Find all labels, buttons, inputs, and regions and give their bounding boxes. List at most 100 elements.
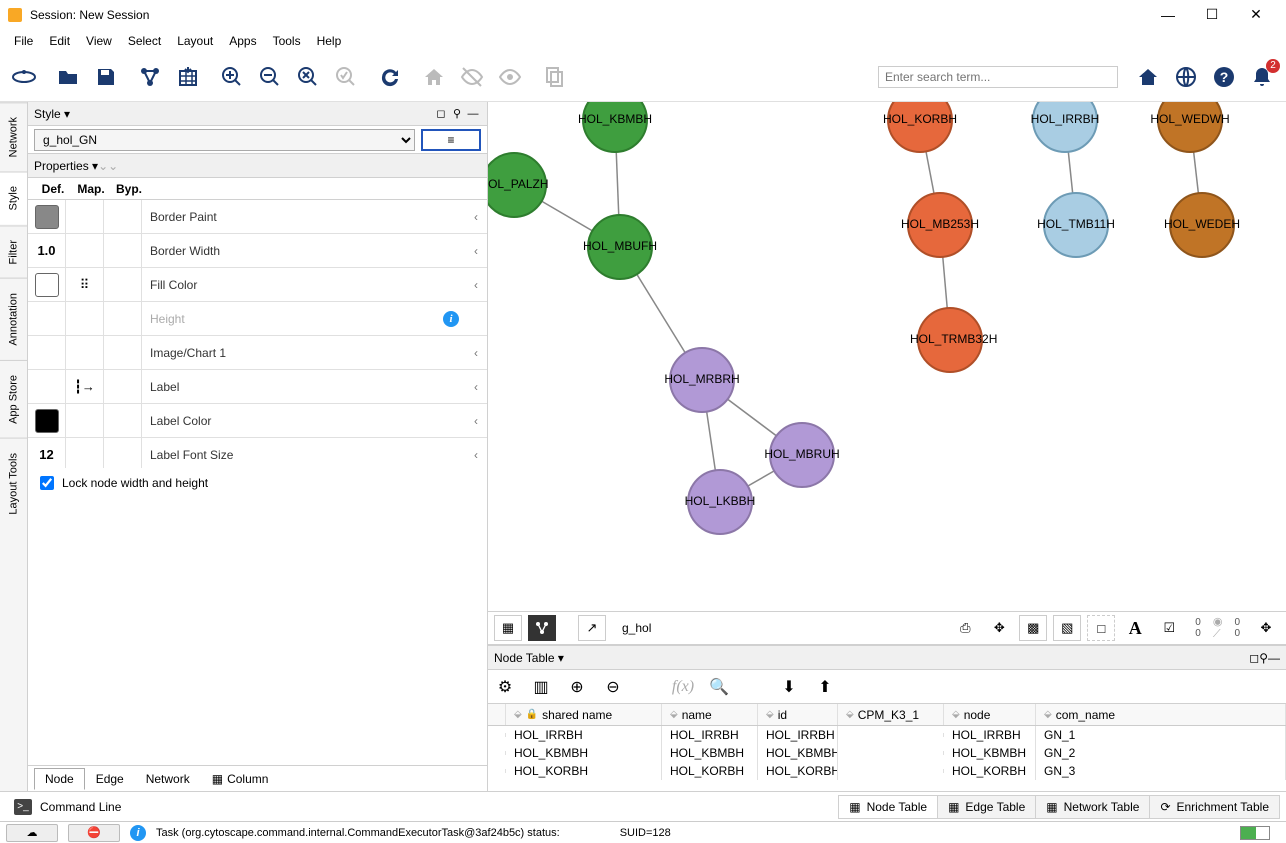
style-tab-network[interactable]: Network: [135, 768, 201, 790]
prop-row-label[interactable]: ┇→Label‹: [28, 370, 487, 404]
maximize-button[interactable]: ☐: [1190, 0, 1234, 30]
prop-row-label-color[interactable]: Label Color‹: [28, 404, 487, 438]
panel-minimize-icon[interactable]: —: [465, 108, 481, 120]
minimize-button[interactable]: —: [1146, 0, 1190, 30]
memory-indicator[interactable]: [1240, 826, 1270, 840]
save-icon[interactable]: [92, 63, 120, 91]
table-panel-header[interactable]: Node Table ▾: [494, 651, 564, 665]
zoom-in-icon[interactable]: [218, 63, 246, 91]
menu-file[interactable]: File: [6, 32, 41, 50]
left-tab-layout-tools[interactable]: Layout Tools: [0, 438, 27, 529]
prop-row-fill-color[interactable]: ⠿Fill Color‹: [28, 268, 487, 302]
network-node[interactable]: [907, 192, 973, 258]
stop-button[interactable]: ⛔: [68, 824, 120, 842]
properties-header[interactable]: Properties ▾: [34, 159, 98, 173]
table-del-col-icon[interactable]: ⊖: [602, 676, 624, 698]
table-columns-icon[interactable]: ▥: [530, 676, 552, 698]
props-expand-icon[interactable]: ⌄⌄: [98, 159, 118, 173]
panel-detach-icon[interactable]: ◻: [433, 107, 449, 120]
open-icon[interactable]: [54, 63, 82, 91]
left-tab-annotation[interactable]: Annotation: [0, 278, 27, 360]
network-node[interactable]: [587, 214, 653, 280]
style-header-label[interactable]: Style ▾: [34, 107, 70, 121]
table-row[interactable]: HOL_KORBHHOL_KORBHHOL_KORBHHOL_KORBHGN_3: [488, 762, 1286, 780]
detach-view-icon[interactable]: ↗: [578, 615, 606, 641]
left-tab-app-store[interactable]: App Store: [0, 360, 27, 438]
refresh-icon[interactable]: [376, 63, 404, 91]
select-none-icon[interactable]: ▧: [1053, 615, 1081, 641]
network-view-icon[interactable]: [528, 615, 556, 641]
left-tab-style[interactable]: Style: [0, 171, 27, 224]
home-icon[interactable]: [420, 63, 448, 91]
table-add-col-icon[interactable]: ⊕: [566, 676, 588, 698]
prop-row-label-font-size[interactable]: 12Label Font Size‹: [28, 438, 487, 468]
new-network-icon[interactable]: [10, 63, 38, 91]
close-button[interactable]: ✕: [1234, 0, 1278, 30]
menu-help[interactable]: Help: [309, 32, 350, 50]
annotation-icon[interactable]: □: [1087, 615, 1115, 641]
menu-layout[interactable]: Layout: [169, 32, 221, 50]
text-icon[interactable]: A: [1121, 615, 1149, 641]
info-icon[interactable]: i: [443, 311, 459, 327]
prop-row-border-width[interactable]: 1.0Border Width‹: [28, 234, 487, 268]
table-function-icon[interactable]: f(x): [672, 676, 694, 698]
col-header[interactable]: ⬙ node: [944, 704, 1036, 725]
table-import-icon[interactable]: ⬇: [778, 676, 800, 698]
tables-tab-enrichment-table[interactable]: ⟳Enrichment Table: [1149, 795, 1280, 819]
import-table-icon[interactable]: [174, 63, 202, 91]
style-tab-node[interactable]: Node: [34, 768, 85, 790]
import-network-icon[interactable]: [136, 63, 164, 91]
network-node[interactable]: [1169, 192, 1235, 258]
zoom-selected-icon[interactable]: [332, 63, 360, 91]
style-tab-edge[interactable]: Edge: [85, 768, 135, 790]
table-minimize-icon[interactable]: —: [1268, 651, 1280, 665]
tables-tab-node-table[interactable]: ▦Node Table: [838, 795, 938, 819]
table-search-icon[interactable]: 🔍: [708, 676, 730, 698]
table-settings-icon[interactable]: ⚙: [494, 676, 516, 698]
style-tab-column[interactable]: ▦Column: [201, 768, 280, 790]
table-export-icon[interactable]: ⬆: [814, 676, 836, 698]
tables-tab-network-table[interactable]: ▦Network Table: [1035, 795, 1150, 819]
cloud-button[interactable]: ☁: [6, 824, 58, 842]
network-node[interactable]: [669, 347, 735, 413]
col-header[interactable]: ⬙ name: [662, 704, 758, 725]
grid-view-icon[interactable]: ▦: [494, 615, 522, 641]
prop-row-height[interactable]: Heighti: [28, 302, 487, 336]
cmd-prompt-icon[interactable]: >_: [14, 799, 32, 815]
always-show-icon[interactable]: ☑: [1155, 615, 1183, 641]
export-icon[interactable]: ⎙: [951, 615, 979, 641]
hide-icon[interactable]: [458, 63, 486, 91]
col-header[interactable]: ⬙ id: [758, 704, 838, 725]
style-menu-button[interactable]: ≡: [421, 129, 481, 151]
menu-view[interactable]: View: [78, 32, 120, 50]
move-icon[interactable]: ✥: [1252, 615, 1280, 641]
panel-pin-icon[interactable]: ⚲: [449, 107, 465, 120]
command-line-label[interactable]: Command Line: [40, 800, 121, 814]
fit-icon[interactable]: ✥: [985, 615, 1013, 641]
prop-row-image-chart-1[interactable]: Image/Chart 1‹: [28, 336, 487, 370]
copy-icon[interactable]: [540, 63, 568, 91]
data-table[interactable]: ⬙ 🔒 shared name⬙ name⬙ id⬙ CPM_K3_1⬙ nod…: [488, 704, 1286, 791]
prop-row-border-paint[interactable]: Border Paint‹: [28, 200, 487, 234]
search-input[interactable]: [878, 66, 1118, 88]
notifications-icon[interactable]: 2: [1248, 63, 1276, 91]
menu-select[interactable]: Select: [120, 32, 169, 50]
home-page-icon[interactable]: [1134, 63, 1162, 91]
zoom-out-icon[interactable]: [256, 63, 284, 91]
network-canvas[interactable]: HOL_KBMBHHOL_PALZHHOL_MBUFHHOL_MRBRHHOL_…: [488, 102, 1286, 611]
select-all-icon[interactable]: ▩: [1019, 615, 1047, 641]
lock-checkbox[interactable]: [40, 476, 54, 490]
table-row[interactable]: HOL_IRRBHHOL_IRRBHHOL_IRRBHHOL_IRRBHGN_1: [488, 726, 1286, 744]
show-icon[interactable]: [496, 63, 524, 91]
left-tab-network[interactable]: Network: [0, 102, 27, 171]
zoom-fit-icon[interactable]: [294, 63, 322, 91]
table-row[interactable]: HOL_KBMBHHOL_KBMBHHOL_KBMBHHOL_KBMBHGN_2: [488, 744, 1286, 762]
table-pin-icon[interactable]: ⚲: [1259, 651, 1268, 665]
col-header[interactable]: ⬙ 🔒 shared name: [506, 704, 662, 725]
left-tab-filter[interactable]: Filter: [0, 225, 27, 278]
network-node[interactable]: [917, 307, 983, 373]
col-header[interactable]: ⬙ CPM_K3_1: [838, 704, 944, 725]
menu-apps[interactable]: Apps: [221, 32, 264, 50]
network-node[interactable]: [1043, 192, 1109, 258]
col-header[interactable]: ⬙ com_name: [1036, 704, 1286, 725]
